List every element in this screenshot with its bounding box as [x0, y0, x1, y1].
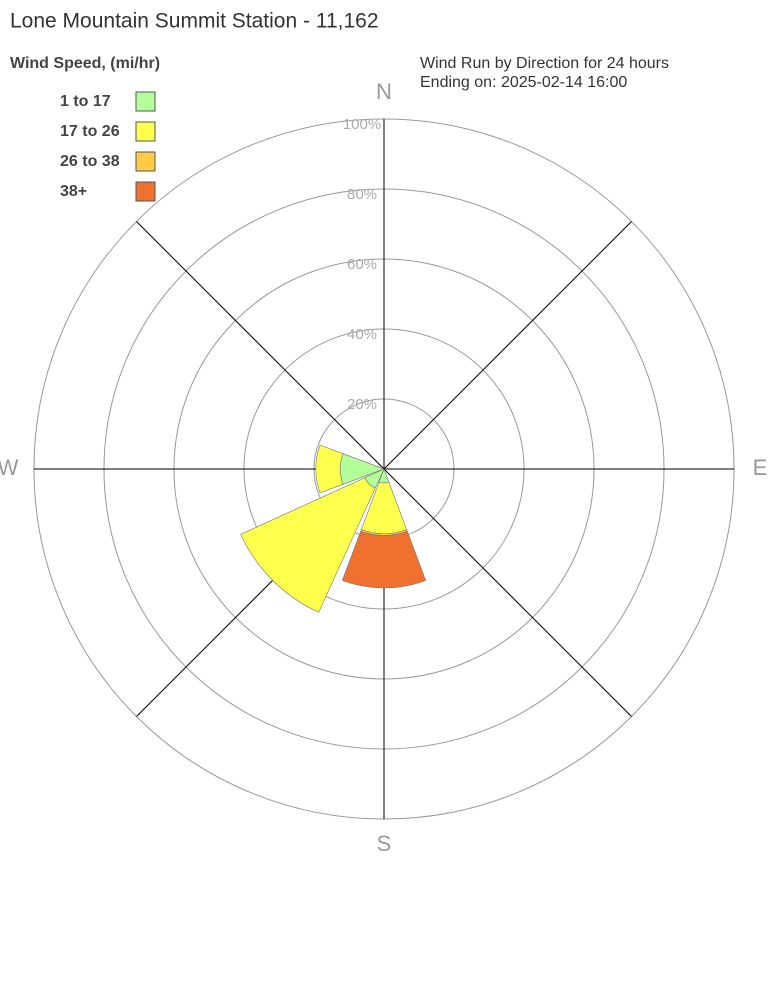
wedge — [341, 530, 427, 589]
legend-swatch — [135, 121, 156, 142]
legend-label: 38+ — [60, 183, 87, 200]
legend-swatch — [135, 151, 156, 172]
wedge — [315, 444, 344, 494]
direction-label: N — [376, 79, 392, 104]
legend-label: 1 to 17 — [60, 93, 111, 110]
wedge — [240, 477, 376, 613]
spoke — [136, 221, 385, 470]
legend-label: 26 to 38 — [60, 153, 120, 170]
r-tick-label: 40% — [347, 326, 377, 343]
r-tick-label: 80% — [347, 186, 377, 203]
spoke — [383, 221, 632, 470]
subtitle: Wind Run by Direction for 24 hours — [420, 55, 669, 72]
direction-label: W — [0, 455, 19, 480]
legend-swatch — [135, 91, 156, 112]
r-tick-label: 20% — [347, 396, 377, 413]
legend-title: Wind Speed, (mi/hr) — [10, 55, 160, 72]
legend-swatch — [135, 181, 156, 202]
r-tick-label: 60% — [347, 256, 377, 273]
legend-label: 17 to 26 — [60, 123, 120, 140]
chart-title: Lone Mountain Summit Station - 11,162 — [10, 10, 379, 33]
spoke — [383, 468, 632, 717]
direction-label: E — [753, 455, 768, 480]
r-tick-label: 100% — [343, 116, 381, 133]
subtitle: Ending on: 2025-02-14 16:00 — [420, 74, 627, 91]
direction-label: S — [377, 831, 392, 856]
